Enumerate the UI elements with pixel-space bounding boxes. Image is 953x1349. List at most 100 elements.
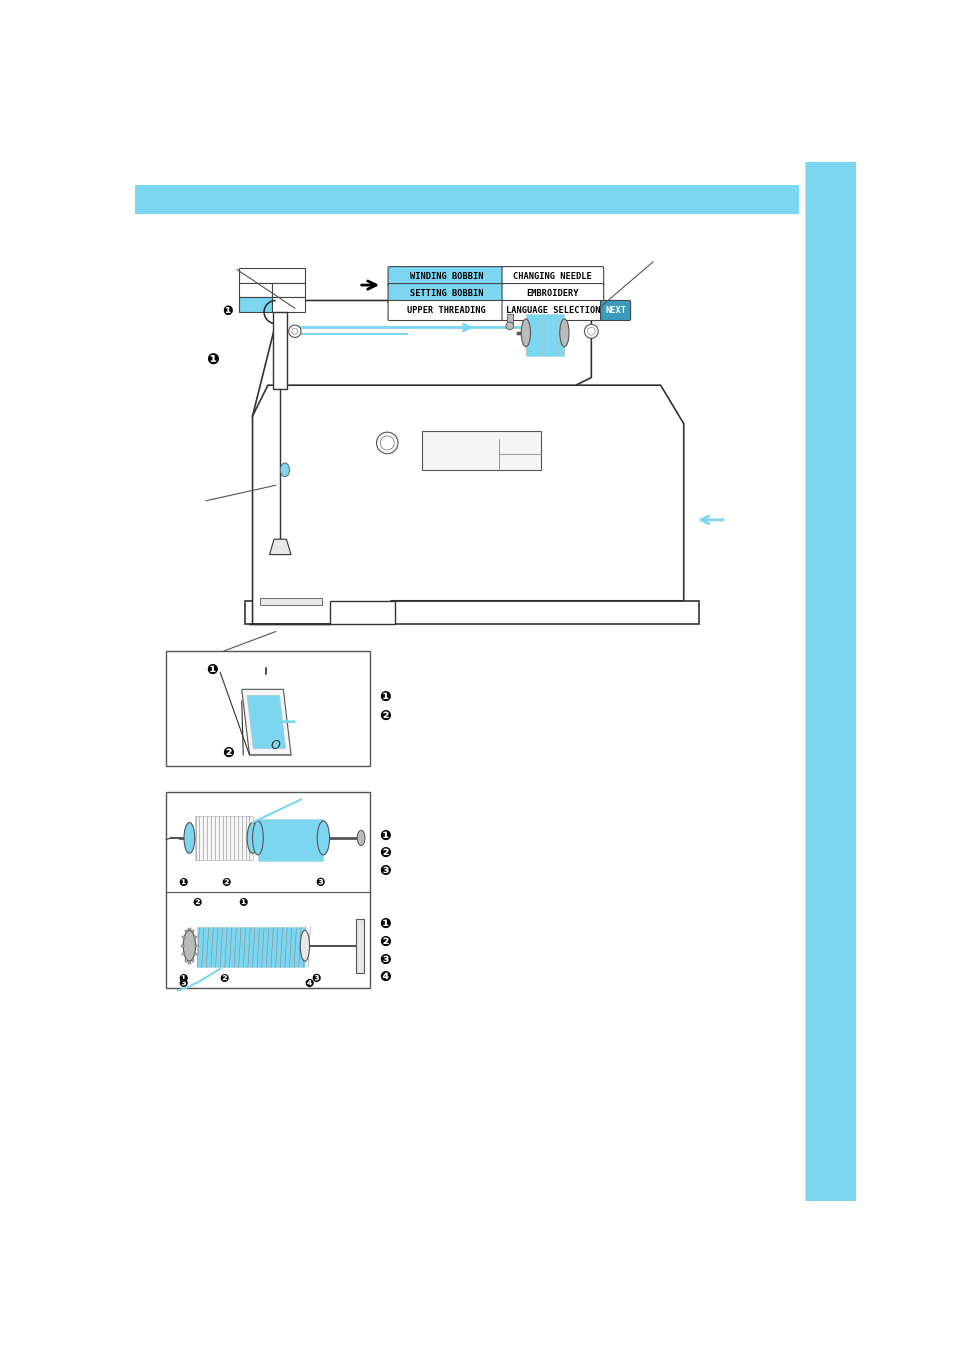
Text: ❸: ❸ xyxy=(378,952,391,967)
Circle shape xyxy=(292,328,297,335)
Bar xyxy=(135,185,799,214)
FancyBboxPatch shape xyxy=(804,726,859,824)
Circle shape xyxy=(584,324,598,339)
Bar xyxy=(182,936,184,939)
Bar xyxy=(245,600,699,623)
Text: ❶: ❶ xyxy=(378,691,391,704)
Polygon shape xyxy=(269,540,291,554)
Ellipse shape xyxy=(253,822,263,855)
FancyBboxPatch shape xyxy=(804,537,859,635)
Circle shape xyxy=(587,328,595,335)
Ellipse shape xyxy=(520,318,530,347)
Text: ❶: ❶ xyxy=(238,898,248,908)
Bar xyxy=(238,297,272,312)
Bar xyxy=(274,312,287,389)
Text: SETTING BOBBIN: SETTING BOBBIN xyxy=(410,289,483,298)
Bar xyxy=(238,268,305,283)
Bar xyxy=(188,928,191,929)
Bar xyxy=(192,929,193,932)
Text: ❶: ❶ xyxy=(178,974,188,983)
Bar xyxy=(356,919,364,973)
Text: ❷: ❷ xyxy=(221,878,230,888)
Text: EMBROIDERY: EMBROIDERY xyxy=(526,289,578,298)
Text: ❶: ❶ xyxy=(378,917,391,931)
Ellipse shape xyxy=(247,823,257,854)
Ellipse shape xyxy=(183,931,195,960)
Text: UPPER THREADING: UPPER THREADING xyxy=(407,306,485,314)
Text: NEXT: NEXT xyxy=(604,306,625,314)
FancyBboxPatch shape xyxy=(804,631,859,730)
Bar xyxy=(182,952,184,955)
FancyBboxPatch shape xyxy=(501,301,603,321)
Bar xyxy=(194,952,196,955)
Bar xyxy=(192,959,193,962)
Polygon shape xyxy=(275,301,591,386)
Polygon shape xyxy=(247,696,285,749)
FancyBboxPatch shape xyxy=(804,158,859,258)
FancyBboxPatch shape xyxy=(804,441,859,541)
Bar xyxy=(506,313,513,326)
Ellipse shape xyxy=(376,432,397,453)
Bar xyxy=(525,313,564,356)
Ellipse shape xyxy=(505,322,513,329)
Bar xyxy=(166,650,370,766)
Text: ❶: ❶ xyxy=(222,305,233,318)
FancyBboxPatch shape xyxy=(501,267,603,286)
Bar xyxy=(166,792,370,987)
Ellipse shape xyxy=(559,318,568,347)
FancyBboxPatch shape xyxy=(388,283,504,304)
Text: ❸: ❸ xyxy=(178,979,188,989)
FancyBboxPatch shape xyxy=(804,1009,859,1109)
Text: ❷: ❷ xyxy=(378,710,391,723)
FancyBboxPatch shape xyxy=(388,267,504,286)
Circle shape xyxy=(289,325,301,337)
Bar xyxy=(181,944,183,947)
Bar xyxy=(185,959,187,962)
Ellipse shape xyxy=(300,931,309,960)
FancyBboxPatch shape xyxy=(388,301,504,321)
Bar xyxy=(194,816,253,859)
Bar xyxy=(195,944,197,947)
Bar xyxy=(421,432,540,469)
Bar xyxy=(188,962,191,963)
FancyBboxPatch shape xyxy=(804,820,859,919)
Ellipse shape xyxy=(184,823,194,854)
Bar xyxy=(272,283,305,297)
Text: ❷: ❷ xyxy=(219,974,229,983)
Text: CHANGING NEEDLE: CHANGING NEEDLE xyxy=(513,272,592,281)
Text: WINDING BOBBIN: WINDING BOBBIN xyxy=(410,272,483,281)
Bar xyxy=(194,936,196,939)
Polygon shape xyxy=(241,689,291,755)
FancyBboxPatch shape xyxy=(600,301,630,321)
Text: ❹: ❹ xyxy=(304,979,314,989)
Text: ❹: ❹ xyxy=(378,970,391,985)
Polygon shape xyxy=(253,386,683,623)
Ellipse shape xyxy=(356,830,365,846)
FancyBboxPatch shape xyxy=(501,283,603,304)
Text: ❷: ❷ xyxy=(193,898,202,908)
Text: ❸: ❸ xyxy=(315,878,325,888)
Text: ❸: ❸ xyxy=(312,974,321,983)
Ellipse shape xyxy=(280,463,289,476)
Text: ❶: ❶ xyxy=(178,878,188,888)
Bar xyxy=(185,929,187,932)
Text: ❶: ❶ xyxy=(206,353,218,368)
Bar xyxy=(272,297,305,312)
Polygon shape xyxy=(249,600,395,623)
Text: ❶: ❶ xyxy=(378,828,391,843)
Text: ❸: ❸ xyxy=(378,865,391,878)
Text: ❷: ❷ xyxy=(378,935,391,948)
FancyBboxPatch shape xyxy=(804,915,859,1014)
FancyBboxPatch shape xyxy=(804,347,859,447)
Ellipse shape xyxy=(317,822,329,855)
Text: ❶: ❶ xyxy=(207,664,218,677)
FancyBboxPatch shape xyxy=(804,1103,859,1203)
Text: ❷: ❷ xyxy=(378,846,391,861)
Text: ❷: ❷ xyxy=(222,746,233,759)
Text: LANGUAGE SELECTION: LANGUAGE SELECTION xyxy=(505,306,599,314)
Bar xyxy=(238,283,272,297)
Text: O: O xyxy=(271,739,280,751)
FancyBboxPatch shape xyxy=(804,252,859,352)
Bar xyxy=(197,927,305,967)
Bar xyxy=(257,819,323,861)
